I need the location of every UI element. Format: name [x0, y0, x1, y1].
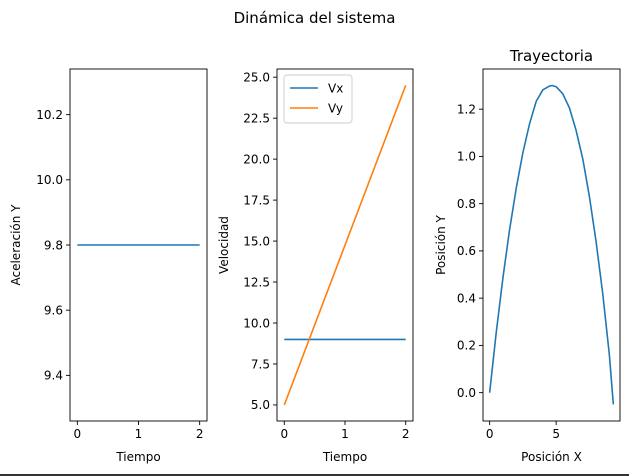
legend-entry-vx: Vx [328, 81, 343, 95]
x-tick-label: 0 [74, 427, 82, 441]
y-tick-label: 0.8 [457, 197, 476, 211]
y-tick-label: 20.0 [243, 152, 270, 166]
series-line-vy [283, 85, 407, 406]
subplot-1: 0 1 2 9.4 9.6 9.8 10.0 10.2 Tiempo Aceleración Y [9, 68, 208, 464]
subplot-3: 0 5 0.0 0.2 0.4 0.6 0.8 1.0 1.2 Posición X Posició… [434, 47, 621, 464]
y-tick-label: 9.4 [44, 369, 63, 383]
x-tick-label: 2 [196, 427, 204, 441]
x-tick-label: 1 [341, 427, 349, 441]
subplot-2: 0 1 25.07.510.012.515.017.520.022.525.0Tie… [217, 68, 414, 464]
x-tick-label: 0 [280, 427, 288, 441]
axes-frame [482, 68, 621, 422]
y-tick-label: 15.0 [243, 234, 270, 248]
y-tick-label: 0.0 [457, 386, 476, 400]
y-tick-label: 0.4 [457, 291, 476, 305]
y-tick-label: 5.0 [251, 398, 270, 412]
y-tick-label: 25.0 [243, 70, 270, 84]
y-tick-label: 0.2 [457, 339, 476, 353]
y-tick-label: 22.5 [243, 111, 270, 125]
legend-box [283, 74, 353, 124]
y-tick-label: 10.2 [36, 108, 63, 122]
y-axis-label: Posición Y [434, 214, 448, 274]
figure-suptitle: Dinámica del sistema [234, 9, 396, 27]
series-line-1 [488, 84, 615, 405]
x-axis-label: Tiempo [322, 450, 367, 464]
x-tick-label: 0 [486, 427, 494, 441]
y-tick-label: 9.6 [44, 303, 63, 317]
x-tick-label: 1 [135, 427, 143, 441]
y-tick-label: 17.5 [243, 193, 270, 207]
y-tick-label: 10.0 [36, 173, 63, 187]
x-tick-label: 5 [552, 427, 560, 441]
y-tick-label: 7.5 [251, 357, 270, 371]
y-axis-label: Velocidad [217, 216, 231, 274]
legend-entry-vy: Vy [328, 101, 343, 115]
x-axis-label: Posición X [521, 450, 582, 464]
x-axis-label: Tiempo [115, 450, 160, 464]
y-tick-label: 9.8 [44, 238, 63, 252]
y-axis-label: Aceleración Y [9, 204, 23, 286]
y-tick-label: 1.2 [457, 102, 476, 116]
y-tick-label: 0.6 [457, 244, 476, 258]
x-tick-label: 2 [402, 427, 410, 441]
legend: Vx Vy [283, 74, 353, 124]
subplot-title: Trayectoria [509, 47, 593, 65]
y-tick-label: 1.0 [457, 150, 476, 164]
y-tick-label: 12.5 [243, 275, 270, 289]
y-tick-label: 10.0 [243, 316, 270, 330]
